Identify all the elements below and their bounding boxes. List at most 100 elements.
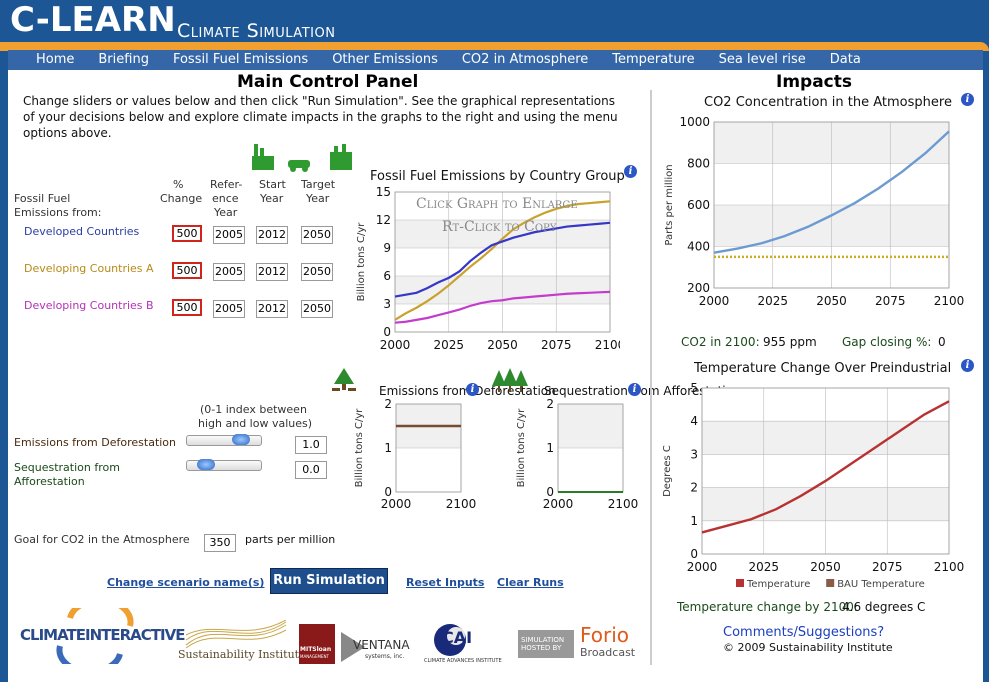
sequestration-slider-knob[interactable] xyxy=(197,459,215,470)
col-start-header-1: Start xyxy=(259,178,286,191)
deforestation-chart[interactable]: 2000 2100 0 1 2 Billion tons C/yr xyxy=(350,396,480,514)
developing-b-start-year-input[interactable]: 2012 xyxy=(256,300,288,318)
y-tick-label: 3 xyxy=(690,447,698,461)
developing-b-target-year-input[interactable]: 2050 xyxy=(301,300,333,318)
temp-chart-info-icon[interactable]: i xyxy=(961,359,974,372)
nav-co2-in-atmosphere[interactable]: CO2 in Atmosphere xyxy=(461,52,589,67)
ventana-logo[interactable]: VENTANA systems, inc. xyxy=(341,630,419,666)
x-tick-label: 2000 xyxy=(380,338,411,352)
nav-sea-level-rise[interactable]: Sea level rise xyxy=(718,52,806,67)
y-tick-label: 200 xyxy=(687,281,710,295)
sustainability-institute-text: Sustainability Institute xyxy=(178,648,306,661)
x-tick-label: 2000 xyxy=(381,497,412,511)
nav-data[interactable]: Data xyxy=(829,52,861,67)
afforestation-chart[interactable]: 2000 2100 0 1 2 Billion tons C/yr xyxy=(512,396,642,514)
sequestration-value-input[interactable]: 0.0 xyxy=(295,461,327,479)
x-tick-label: 2000 xyxy=(699,294,730,308)
climate-interactive-logo[interactable]: CLIMATEINTERACTIVE xyxy=(20,608,185,664)
plot-frame xyxy=(701,387,950,555)
simulation-hosted-box xyxy=(518,630,574,658)
plot-frame xyxy=(395,403,462,493)
comments-link[interactable]: Comments/Suggestions? xyxy=(723,625,885,640)
deforest-label: Emissions from Deforestation xyxy=(14,436,177,449)
nav-fossil-fuel-emissions[interactable]: Fossil Fuel Emissions xyxy=(172,52,309,67)
y-tick-label: 0 xyxy=(546,485,554,499)
developed-change-input[interactable]: 500 xyxy=(172,225,202,242)
sequestration-slider[interactable] xyxy=(186,459,262,471)
y-tick-label: 9 xyxy=(383,241,391,255)
series-line-2 xyxy=(394,290,611,324)
developing-a-change-input[interactable]: 500 xyxy=(172,262,202,279)
developed-ref-year-input[interactable]: 2005 xyxy=(213,226,245,244)
legend-swatch xyxy=(826,579,835,587)
y-axis-label: Billion tons C/yr xyxy=(516,408,527,488)
intro-line-2: of your decisions below and explore clim… xyxy=(23,110,618,124)
developed-target-year-input[interactable]: 2050 xyxy=(301,226,333,244)
col-change-header-1: % xyxy=(173,178,184,191)
seq-chart-title: Sequestration from Afforestation xyxy=(544,384,741,398)
deforestation-slider[interactable] xyxy=(186,434,262,446)
x-tick-label: 2100 xyxy=(934,560,965,574)
series-line-co2 xyxy=(713,130,950,254)
developing-b-ref-year-input[interactable]: 2005 xyxy=(213,300,245,318)
developing-a-start-year-input[interactable]: 2012 xyxy=(256,263,288,281)
nav-other-emissions[interactable]: Other Emissions xyxy=(332,52,438,67)
x-tick-label: 2050 xyxy=(810,560,841,574)
developing-b-change-input[interactable]: 500 xyxy=(172,299,202,316)
series-line-1 xyxy=(394,221,611,298)
co2-chart-info-icon[interactable]: i xyxy=(961,93,974,106)
ff-chart-info-icon[interactable]: i xyxy=(624,165,637,178)
col-start-header-2: Year xyxy=(260,192,284,205)
developing-a-ref-year-input[interactable]: 2005 xyxy=(213,263,245,281)
ff-chart-title: Fossil Fuel Emissions by Country Group xyxy=(370,169,625,184)
legend-swatch xyxy=(736,579,744,587)
run-simulation-button[interactable]: Run Simulation xyxy=(270,568,388,594)
x-tick-label: 2050 xyxy=(816,294,847,308)
ventana-text: VENTANA xyxy=(353,638,410,652)
co2-result-label: CO2 in 2100: xyxy=(681,335,760,349)
mit-sloan-text: MITSloan xyxy=(300,646,332,653)
forio-logo[interactable]: SIMULATION HOSTED BY Forio Broadcast xyxy=(518,623,648,664)
clear-runs-link[interactable]: Clear Runs xyxy=(497,576,564,589)
plot-frame xyxy=(713,121,950,289)
legend-label: BAU Temperature xyxy=(837,579,925,590)
seq-label-1: Sequestration from xyxy=(14,461,120,474)
nav-home[interactable]: Home xyxy=(36,52,75,67)
y-tick-label: 0 xyxy=(383,325,391,339)
cai-logo[interactable]: CAI CLIMATE ADVANCES INSTITUTE xyxy=(422,622,512,666)
mit-sloan-sub: MANAGEMENT xyxy=(300,654,329,659)
developing-a-target-year-input[interactable]: 2050 xyxy=(301,263,333,281)
reset-inputs-link[interactable]: Reset Inputs xyxy=(406,576,485,589)
developed-start-year-input[interactable]: 2012 xyxy=(256,226,288,244)
globe-icon xyxy=(434,624,466,656)
deforestation-tree-icon xyxy=(332,368,356,391)
nav-briefing[interactable]: Briefing xyxy=(98,52,149,67)
deforestation-slider-knob[interactable] xyxy=(232,434,250,445)
col-ref-header-2: ence xyxy=(212,192,239,205)
ventana-mark-icon xyxy=(341,632,365,662)
x-tick-label: 2025 xyxy=(433,338,464,352)
x-tick-label: 2000 xyxy=(543,497,574,511)
goal-value-input[interactable]: 350 xyxy=(204,534,236,552)
deforest-chart-info-icon[interactable]: i xyxy=(466,383,479,396)
y-tick-label: 4 xyxy=(690,414,698,428)
x-tick-label: 2075 xyxy=(875,294,906,308)
x-tick-label: 2100 xyxy=(446,497,477,511)
fossil-fuel-emissions-chart[interactable]: 2000 2025 2050 2075 2100 0 3 6 9 12 15 Billion tons… xyxy=(350,182,620,357)
temperature-change-chart[interactable]: 2000 2025 2050 2075 2100 0 1 2 3 4 5 Degrees C Tempe… xyxy=(656,376,966,598)
gap-closing-label: Gap closing %: xyxy=(842,335,932,349)
co2-concentration-chart[interactable]: 2000 2025 2050 2075 2100 200 400 600 800 1000 Part… xyxy=(656,110,966,310)
y-tick-label: 800 xyxy=(687,157,710,171)
seq-label-2: Afforestation xyxy=(14,475,85,488)
y-tick-label: 12 xyxy=(376,213,391,227)
row-label-developing-b: Developing Countries B xyxy=(24,299,154,312)
sustainability-institute-logo[interactable]: Sustainability Institute xyxy=(176,619,306,666)
mit-sloan-logo[interactable]: MITSloan MANAGEMENT xyxy=(299,624,335,664)
main-nav: Home Briefing Fossil Fuel Emissions Othe… xyxy=(8,50,983,71)
y-axis-label: Billion tons C/yr xyxy=(356,222,367,302)
app-logo: C-LEARN xyxy=(10,0,176,40)
nav-temperature[interactable]: Temperature xyxy=(612,52,695,67)
change-scenario-name-link[interactable]: Change scenario name(s) xyxy=(107,576,265,589)
seq-chart-info-icon[interactable]: i xyxy=(628,383,641,396)
deforestation-value-input[interactable]: 1.0 xyxy=(295,436,327,454)
